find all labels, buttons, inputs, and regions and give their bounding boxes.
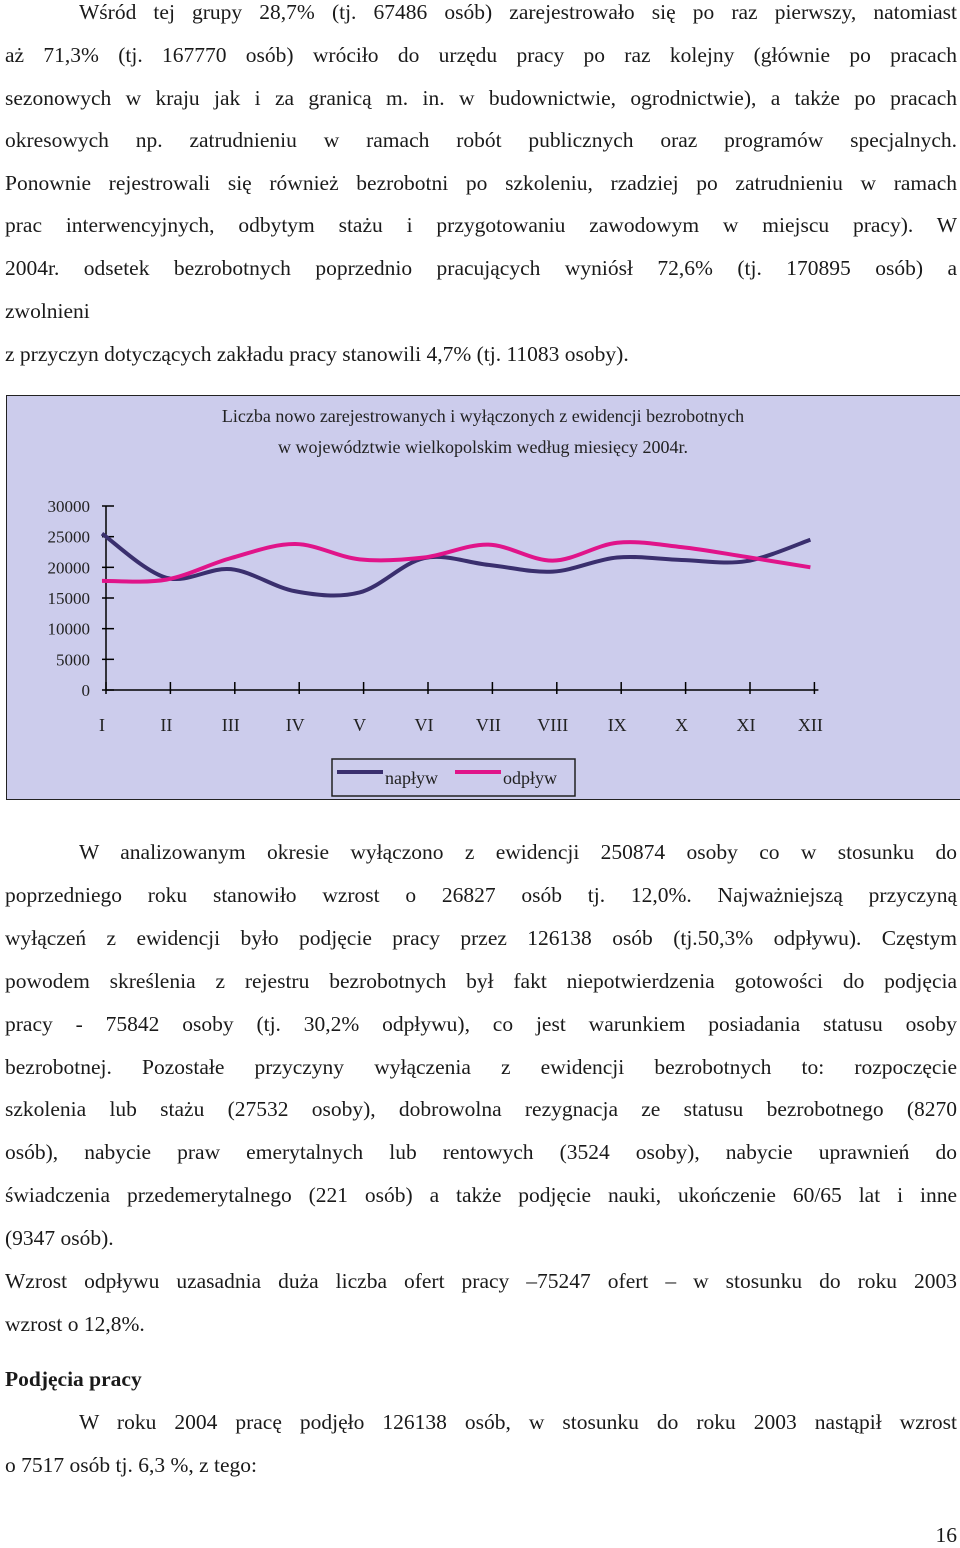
x-tick-label: IX xyxy=(607,715,626,735)
legend: napływ odpływ xyxy=(332,759,575,796)
top-paragraph-line-4: okresowych np. zatrudnieniu w ramach rob… xyxy=(5,128,957,153)
x-tick-label: I xyxy=(99,715,105,735)
bottom-paragraph-line-7: szkolenia lub stażu (27532 osoby), dobro… xyxy=(5,1097,957,1122)
top-paragraph-line-7: 2004r. odsetek bezrobotnych poprzednio p… xyxy=(5,256,957,281)
top-paragraph-line-8: zwolnieni xyxy=(5,299,90,324)
bottom-paragraph-line-5: pracy - 75842 osoby (tj. 30,2% odpływu),… xyxy=(5,1012,957,1037)
y-axis: 30000 25000 20000 15000 10000 5000 0 xyxy=(47,497,114,700)
chart-title-line-2: w województwie wielkopolskim według mies… xyxy=(278,437,688,457)
x-tick-label: VI xyxy=(414,715,433,735)
y-tick-label: 15000 xyxy=(47,589,90,608)
top-paragraph-line-1: Wśród tej grupy 28,7% (tj. 67486 osób) z… xyxy=(79,0,957,25)
x-tick-label: X xyxy=(675,715,688,735)
y-tick-label: 25000 xyxy=(47,527,90,546)
bottom-paragraph-line-3: wyłączeń z ewidencji było podjęcie pracy… xyxy=(5,926,957,951)
y-tick-label: 5000 xyxy=(56,650,90,669)
bottom-paragraph-line-4: powodem skreślenia z rejestru bezrobotny… xyxy=(5,969,957,994)
line-chart: Liczba nowo zarejestrowanych i wyłączony… xyxy=(6,395,960,800)
y-tick-label: 30000 xyxy=(47,497,90,516)
odplyw-paragraph-line-1: Wzrost odpływu uzasadnia duża liczba ofe… xyxy=(5,1269,957,1294)
section-paragraph-line-1: W roku 2004 pracę podjęło 126138 osób, w… xyxy=(79,1410,957,1435)
x-tick-label: XII xyxy=(797,715,822,735)
x-tick-label: V xyxy=(353,715,366,735)
bottom-paragraph-line-10: (9347 osób). xyxy=(5,1226,114,1251)
x-tick-label: VIII xyxy=(537,715,568,735)
top-paragraph-line-9: z przyczyn dotyczących zakładu pracy sta… xyxy=(5,342,629,367)
y-tick-label: 0 xyxy=(81,681,90,700)
x-tick-label: XI xyxy=(736,715,755,735)
top-paragraph-line-6: prac interwencyjnych, odbytym stażu i pr… xyxy=(5,213,957,238)
legend-label: napływ xyxy=(385,768,438,788)
series-lines xyxy=(101,533,810,595)
section-paragraph-line-2: o 7517 osób tj. 6,3 %, z tego: xyxy=(5,1453,257,1478)
bottom-paragraph-line-2: poprzedniego roku stanowiło wzrost o 268… xyxy=(5,883,957,908)
x-tick-label: II xyxy=(160,715,172,735)
chart-container: Liczba nowo zarejestrowanych i wyłączony… xyxy=(6,395,960,800)
top-paragraph-line-2: aż 71,3% (tj. 167770 osób) wróciło do ur… xyxy=(5,43,957,68)
top-paragraph-line-5: Ponownie rejestrowali się również bezrob… xyxy=(5,171,957,196)
y-tick-label: 10000 xyxy=(47,619,90,638)
bottom-paragraph-line-9: świadczenia przedemerytalnego (221 osób)… xyxy=(5,1183,957,1208)
x-tick-label: III xyxy=(221,715,239,735)
legend-label: odpływ xyxy=(503,768,557,788)
odplyw-paragraph-line-2: wzrost o 12,8%. xyxy=(5,1312,145,1337)
x-tick-label: VII xyxy=(475,715,500,735)
bottom-paragraph-line-6: bezrobotnej. Pozostałe przyczyny wyłącze… xyxy=(5,1055,957,1080)
y-tick-label: 20000 xyxy=(47,558,90,577)
top-paragraph-line-3: sezonowych w kraju jak i za granicą m. i… xyxy=(5,86,957,111)
page-number: 16 xyxy=(936,1523,958,1548)
section-heading: Podjęcia pracy xyxy=(5,1367,142,1392)
bottom-paragraph-line-1: W analizowanym okresie wyłączono z ewide… xyxy=(79,840,957,865)
bottom-paragraph-line-8: osób), nabycie praw emerytalnych lub ren… xyxy=(5,1140,957,1165)
x-tick-label: IV xyxy=(285,715,304,735)
chart-title-line-1: Liczba nowo zarejestrowanych i wyłączony… xyxy=(221,406,743,426)
